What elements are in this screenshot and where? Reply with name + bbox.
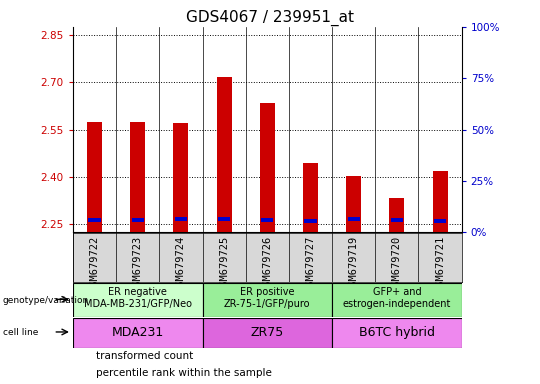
Text: GSM679727: GSM679727 <box>306 235 315 292</box>
Text: GSM679722: GSM679722 <box>90 235 99 292</box>
Bar <box>89 218 100 222</box>
Text: GFP+ and
estrogen-independent: GFP+ and estrogen-independent <box>343 287 451 310</box>
Text: ZR75: ZR75 <box>251 326 284 339</box>
Bar <box>303 163 318 232</box>
Text: genotype/variation: genotype/variation <box>3 296 89 305</box>
Bar <box>130 122 145 232</box>
Text: percentile rank within the sample: percentile rank within the sample <box>96 368 272 378</box>
Bar <box>217 78 232 232</box>
Text: GSM679720: GSM679720 <box>392 235 402 292</box>
Bar <box>202 318 332 348</box>
Bar <box>73 318 202 348</box>
Text: GSM679721: GSM679721 <box>435 235 445 292</box>
Text: B6TC hybrid: B6TC hybrid <box>359 326 435 339</box>
Text: GSM679724: GSM679724 <box>176 235 186 292</box>
Text: ER negative
MDA-MB-231/GFP/Neo: ER negative MDA-MB-231/GFP/Neo <box>84 287 192 310</box>
Text: GDS4067 / 239951_at: GDS4067 / 239951_at <box>186 10 354 26</box>
Bar <box>260 103 275 232</box>
Bar <box>218 217 230 221</box>
Text: GSM679726: GSM679726 <box>262 235 272 292</box>
Bar <box>173 122 188 232</box>
Bar <box>261 218 273 222</box>
Text: MDA231: MDA231 <box>112 326 164 339</box>
Bar <box>434 219 446 222</box>
Bar <box>346 176 361 232</box>
Bar <box>87 122 102 232</box>
Bar <box>389 197 404 232</box>
Bar <box>332 318 462 348</box>
Bar <box>391 218 403 222</box>
Bar <box>433 170 448 232</box>
Bar <box>332 283 462 317</box>
Text: transformed count: transformed count <box>96 351 193 361</box>
Bar <box>175 217 187 221</box>
Text: GSM679723: GSM679723 <box>133 235 143 292</box>
Text: GSM679719: GSM679719 <box>349 235 359 292</box>
Bar <box>73 283 202 317</box>
Text: GSM679725: GSM679725 <box>219 235 229 292</box>
Bar <box>348 217 360 221</box>
Bar <box>132 218 144 222</box>
Bar <box>305 219 316 222</box>
Text: cell line: cell line <box>3 328 38 338</box>
Text: ER positive
ZR-75-1/GFP/puro: ER positive ZR-75-1/GFP/puro <box>224 287 310 310</box>
Bar <box>202 283 332 317</box>
